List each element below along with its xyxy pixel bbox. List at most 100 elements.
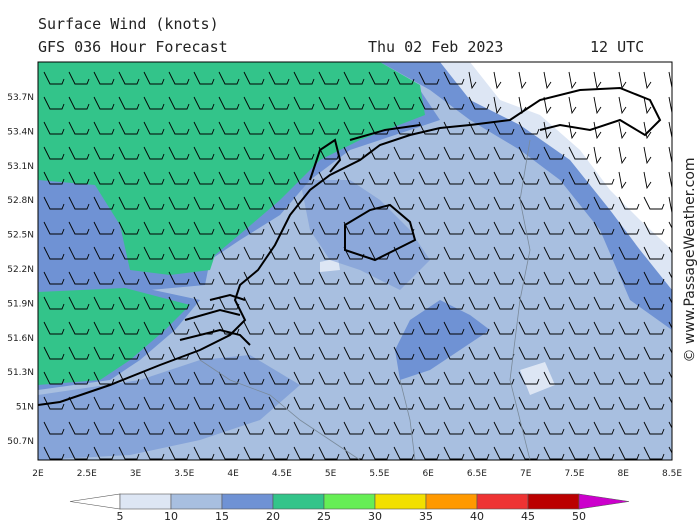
wind-barb [618,271,640,285]
wind-barb [143,246,165,260]
wind-barb [368,171,390,185]
wind-barb [93,71,115,85]
wind-barb [643,321,665,335]
wind-barb [68,446,90,460]
wind-barb [43,196,65,210]
wind-barb [393,296,415,310]
wind-barb [418,396,440,410]
wind-barb [618,96,627,115]
wind-barb [443,246,465,260]
wind-barb [343,371,365,385]
wind-barb [318,196,340,210]
wind-barb [318,246,340,260]
wind-barb [93,96,115,110]
wind-barb [643,96,652,115]
wind-barb [393,246,415,260]
wind-barb [368,271,390,285]
wind-barb [418,346,440,360]
wind-barb [593,146,602,165]
wind-barb [368,371,390,385]
lon-label: 4.5E [272,469,292,479]
wind-barb [618,246,640,260]
wind-barb [518,71,527,90]
wind-barb [218,396,240,410]
wind-barb [93,146,115,160]
wind-barb [643,446,665,460]
lon-label: 2E [32,469,44,479]
wind-barb [518,196,540,210]
wind-barb [543,396,565,410]
wind-barb [68,146,90,160]
colorbar-label: 15 [215,510,229,523]
colorbar-label: 50 [572,510,586,523]
wind-barb [93,296,115,310]
wind-barb [568,196,590,210]
title: Surface Wind (knots) [38,15,219,33]
field-band [38,62,425,275]
wind-barb [68,196,90,210]
wind-barb [293,421,315,435]
wind-barb [143,121,165,135]
wind-barb [343,446,365,460]
wind-barb [668,146,672,165]
wind-barb [493,171,515,185]
wind-barb [43,171,65,185]
map-frame [37,61,673,461]
wind-barb [243,321,265,335]
wind-barb [443,171,465,185]
wind-barb [418,71,440,85]
colorbar-label: 35 [419,510,433,523]
wind-barb [468,71,477,90]
wind-barb [518,246,540,260]
wind-barb [118,146,140,160]
lat-label: 52.2N [7,265,34,275]
wind-barb [243,346,265,360]
wind-barb [418,171,440,185]
wind-barb [593,96,602,115]
wind-barb [543,321,565,335]
wind-barb [118,321,140,335]
wind-barb [143,221,165,235]
wind-barb [618,121,627,140]
wind-barb [568,221,590,235]
wind-barb [443,421,465,435]
field-band [320,258,555,395]
coastline [38,86,662,406]
wind-barb [468,271,490,285]
wind-barb [643,296,665,310]
wind-barb [568,296,590,310]
wind-barb [93,396,115,410]
wind-barb [218,421,240,435]
wind-barb [393,71,415,85]
wind-barb [493,71,502,90]
wind-barb [593,296,615,310]
wind-barb [468,146,490,160]
wind-barb [118,221,140,235]
wind-barb [343,346,365,360]
wind-barb [218,96,240,110]
wind-barb [118,96,140,110]
wind-barb [193,371,215,385]
wind-barb [443,221,465,235]
wind-barb [468,171,490,185]
wind-barb [468,446,490,460]
wind-barb [543,371,565,385]
wind-barb [318,421,340,435]
wind-barb [68,396,90,410]
wind-barb [68,296,90,310]
wind-barb [443,321,465,335]
wind-barb [393,271,415,285]
wind-barb [368,421,390,435]
wind-barb [143,421,165,435]
wind-barb [218,371,240,385]
wind-barb [343,96,365,110]
wind-barb [443,346,465,360]
wind-barb [568,146,590,160]
wind-barb [468,196,490,210]
wind-barb [518,446,540,460]
wind-barb [43,321,65,335]
wind-barb [243,221,265,235]
wind-barb [243,246,265,260]
wind-barb [43,296,65,310]
wind-barb [93,246,115,260]
